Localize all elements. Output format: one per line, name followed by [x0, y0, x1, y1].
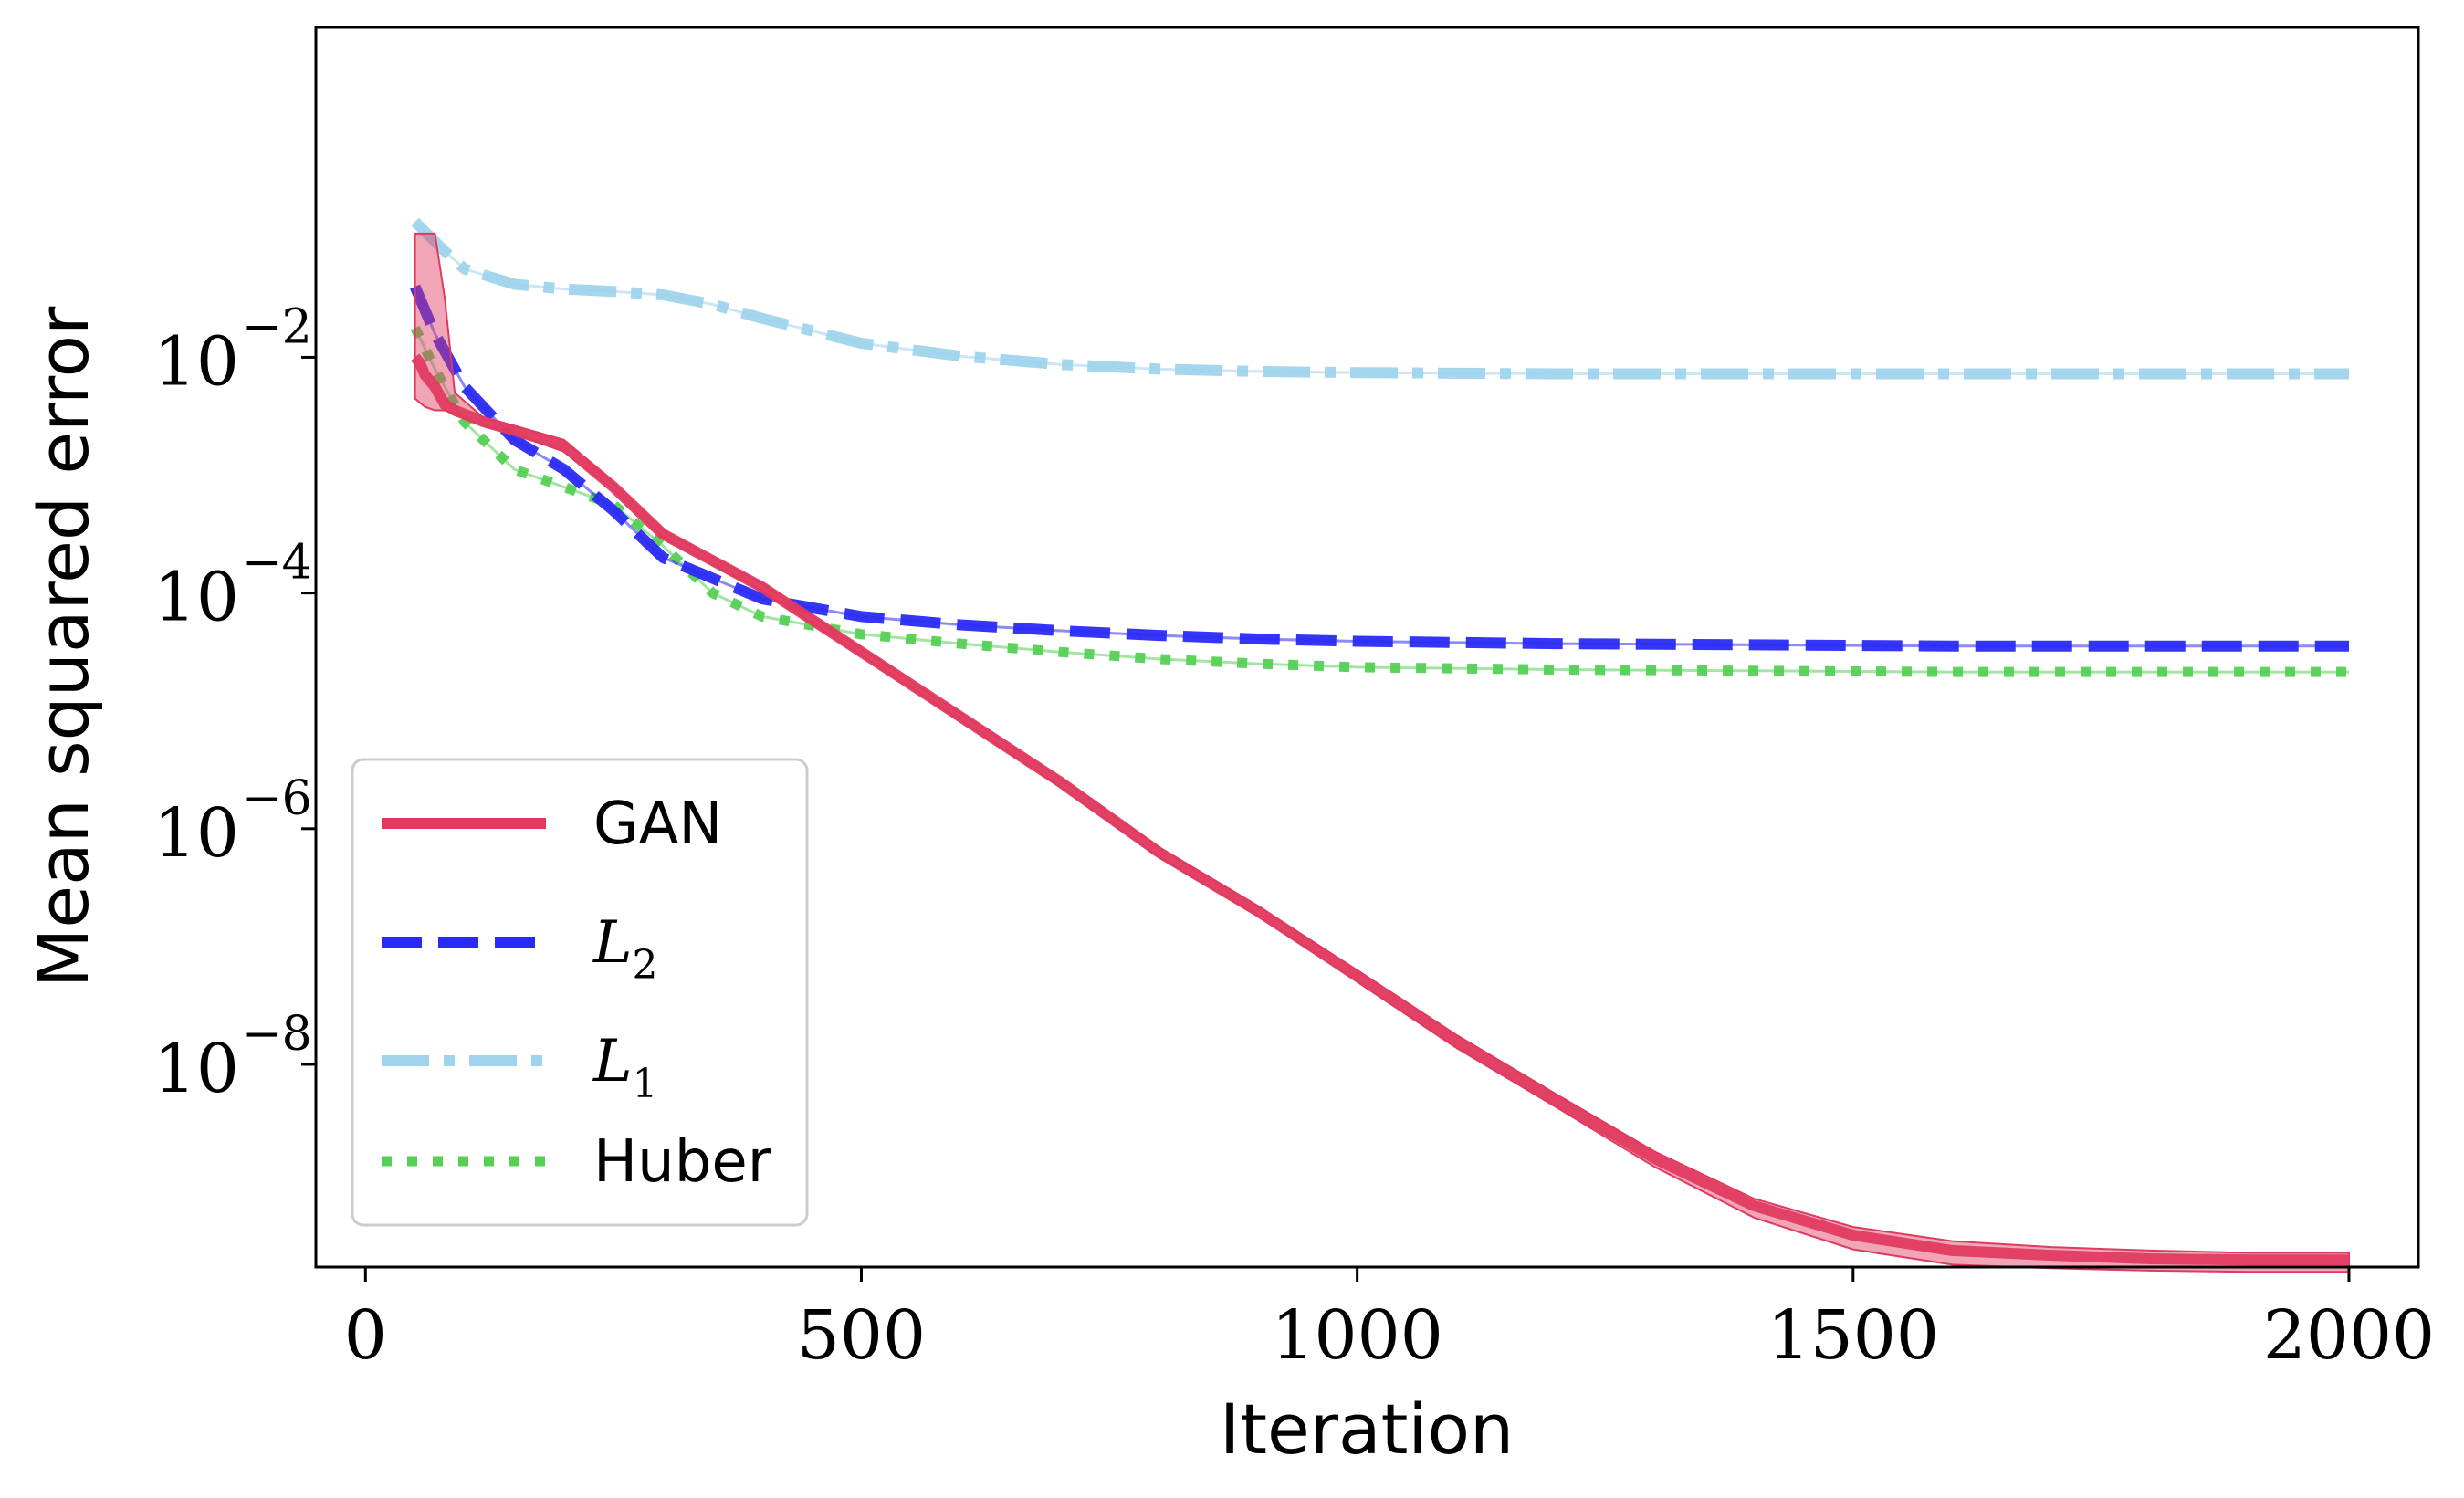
x-tick-label: 1500 — [1767, 1296, 1939, 1375]
y-axis: 10−210−410−610−8 — [153, 299, 316, 1108]
y-tick-label: 10 — [153, 1030, 239, 1108]
huber-line — [410, 325, 2349, 677]
x-tick-label: 500 — [797, 1296, 926, 1375]
legend-box — [351, 758, 809, 1227]
l2-thin-line — [414, 286, 2349, 648]
y-tick-label: 10 — [153, 794, 239, 873]
gan-line — [411, 353, 2349, 1266]
l2-line — [410, 284, 2349, 652]
huber-thin-line — [414, 327, 2349, 674]
y-tick-label: 10 — [153, 322, 239, 401]
y-axis-label: Mean squared error — [23, 306, 104, 988]
y-tick-label: 10 — [153, 559, 239, 637]
l1-thin-line — [414, 220, 2349, 375]
plot-area — [410, 217, 2350, 1273]
legend-label-l1: L1 — [592, 1028, 658, 1107]
l1-line — [411, 217, 2349, 380]
legend-label-gan: GAN — [593, 791, 722, 858]
y-tick-exponent: −8 — [242, 1007, 312, 1062]
x-tick-label: 0 — [344, 1296, 387, 1375]
x-axis-label: Iteration — [1220, 1388, 1514, 1470]
y-tick-exponent: −2 — [242, 299, 312, 354]
x-axis: 0 500 1000 1500 2000 — [344, 1267, 2435, 1375]
legend: GAN L2 L1 Huber — [351, 758, 809, 1227]
x-tick-label: 2000 — [2263, 1296, 2435, 1375]
legend-label-huber: Huber — [593, 1128, 772, 1196]
y-tick-exponent: −6 — [242, 771, 312, 826]
x-tick-label: 1000 — [1271, 1296, 1442, 1375]
axes-frame — [314, 26, 2420, 1269]
y-tick-exponent: −4 — [242, 536, 312, 591]
legend-label-l2: L2 — [592, 909, 658, 989]
